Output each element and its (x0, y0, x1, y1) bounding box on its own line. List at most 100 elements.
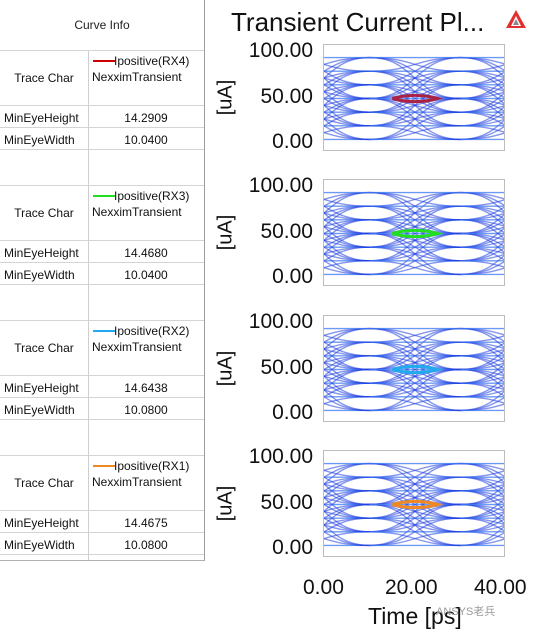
curve-source: NexximTransient (92, 340, 182, 354)
eye-trace (324, 84, 370, 107)
eye-trace (460, 512, 504, 533)
eye-trace (460, 363, 504, 384)
trace-char-label: Trace Char (14, 71, 74, 85)
eye-trace (324, 510, 370, 533)
eye-trace (460, 355, 504, 376)
eye-trace (460, 490, 504, 511)
eye-trace (324, 462, 370, 485)
eye-trace (460, 232, 504, 254)
eye-trace (324, 469, 370, 478)
table-row-divider (0, 262, 204, 263)
eye-trace (324, 205, 370, 221)
eye-trace (460, 205, 504, 226)
table-row-divider (0, 375, 204, 376)
eye-trace (460, 477, 504, 492)
inner-eye-contour (391, 364, 444, 375)
eye-trace (324, 483, 370, 506)
curve-name: Ipositive(RX4) (114, 54, 190, 68)
eye-trace (324, 524, 370, 547)
eye-trace (460, 56, 504, 78)
eye-diagram-svg (324, 327, 504, 412)
eye-trace (324, 490, 370, 513)
metric-label: MinEyeHeight (4, 381, 79, 395)
y-axis-label: [uA] (214, 485, 237, 522)
legend-swatch (93, 330, 115, 332)
metric-label: MinEyeWidth (4, 538, 75, 552)
eye-trace (324, 327, 370, 350)
y-tick-label: 100.00 (248, 445, 313, 468)
eye-trace (460, 119, 504, 141)
eye-trace (324, 225, 370, 248)
y-tick-label: 100.00 (248, 174, 313, 197)
y-tick-label: 0.00 (272, 536, 313, 559)
trace-char-label: Trace Char (14, 341, 74, 355)
y-tick-label: 50.00 (260, 355, 313, 379)
eye-trace (460, 213, 504, 235)
eye-trace (324, 205, 370, 228)
eye-trace (324, 355, 370, 378)
eye-diagram-panel (323, 315, 505, 422)
legend-swatch (93, 465, 115, 467)
table-row-divider (0, 397, 204, 398)
eye-trace (324, 341, 370, 357)
watermark: ANSYS老兵 (436, 606, 496, 618)
table-row-divider (0, 149, 204, 150)
eye-trace (324, 253, 370, 276)
eye-trace (324, 503, 370, 526)
metric-label: MinEyeHeight (4, 516, 79, 530)
eye-trace (460, 106, 504, 127)
curve-name: Ipositive(RX1) (114, 459, 190, 473)
eye-trace (460, 206, 504, 221)
eye-trace (460, 92, 504, 113)
legend-swatch (93, 60, 115, 62)
eye-trace (324, 476, 370, 499)
eye-trace (460, 219, 504, 240)
metric-label: MinEyeHeight (4, 246, 79, 260)
metric-value: 10.0400 (124, 133, 168, 147)
eye-trace (460, 476, 504, 497)
eye-diagram-panel (323, 179, 505, 286)
eye-trace (460, 97, 504, 119)
y-tick-label: 100.00 (248, 310, 313, 333)
eye-trace (460, 390, 504, 412)
eye-trace (324, 56, 370, 79)
table-row-divider (0, 50, 204, 51)
curve-name: Ipositive(RX2) (114, 324, 190, 338)
y-tick-label: 0.00 (272, 265, 313, 288)
y-axis-label: [uA] (214, 79, 237, 116)
x-axis-label: Time [ps] (368, 603, 462, 629)
table-row-divider (0, 185, 204, 186)
eye-trace (460, 227, 504, 248)
eye-trace (460, 484, 504, 506)
eye-diagram-svg (324, 462, 504, 547)
curve-source: NexximTransient (92, 70, 182, 84)
metric-value: 14.4675 (124, 516, 168, 530)
x-tick-label: 0.00 (303, 576, 344, 599)
eye-diagram-svg (324, 56, 504, 141)
eye-trace (324, 348, 370, 371)
plot-title: Transient Current Pl... (231, 7, 485, 37)
metric-value: 14.4680 (124, 246, 168, 260)
eye-trace (460, 368, 504, 390)
metric-label: MinEyeWidth (4, 133, 75, 147)
eye-trace (324, 191, 370, 214)
eye-trace (324, 219, 370, 242)
eye-trace (460, 503, 504, 525)
y-tick-label: 50.00 (260, 84, 313, 108)
eye-trace (324, 334, 370, 343)
eye-trace (460, 525, 504, 547)
eye-trace (324, 104, 370, 127)
y-tick-label: 0.00 (272, 130, 313, 153)
curve-info-panel: Curve Info Ipositive(RX4) NexximTransient… (0, 0, 205, 561)
y-tick-label: 100.00 (248, 39, 313, 62)
table-row-divider (0, 510, 204, 511)
y-axis-label: [uA] (214, 214, 237, 251)
metric-value: 14.6438 (124, 381, 168, 395)
table-row-divider (0, 105, 204, 106)
eye-trace (460, 70, 504, 91)
trace-char-label: Trace Char (14, 476, 74, 490)
eye-trace (324, 90, 370, 113)
eye-trace (460, 84, 504, 105)
curve-source: NexximTransient (92, 475, 182, 489)
metric-value: 10.0800 (124, 403, 168, 417)
